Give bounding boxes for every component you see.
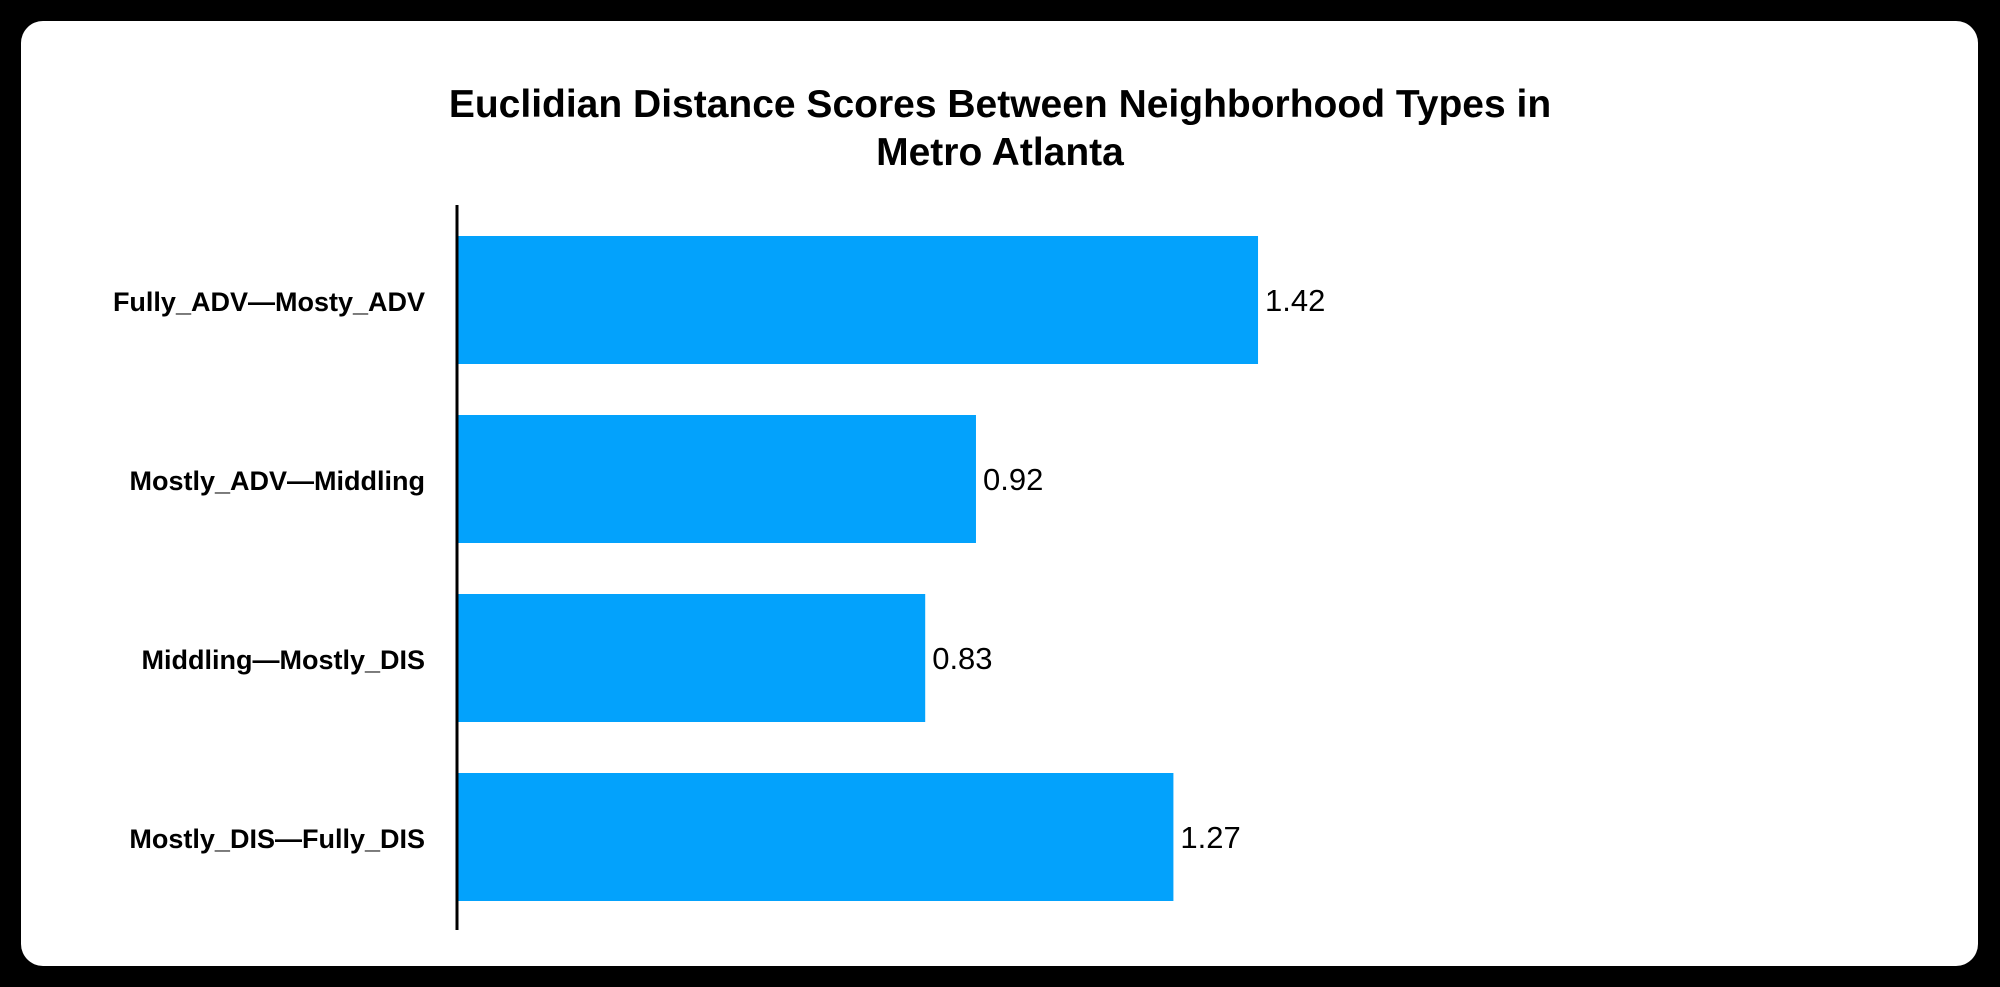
bar-2 bbox=[457, 415, 976, 543]
chart-title-line-2: Metro Atlanta bbox=[876, 131, 1124, 174]
chart-title: Euclidian Distance Scores Between Neighb… bbox=[21, 81, 1978, 177]
bar-1 bbox=[457, 236, 1259, 364]
category-label-3: Middling—Mostly_DIS bbox=[142, 645, 426, 675]
category-label-4: Mostly_DIS—Fully_DIS bbox=[129, 824, 425, 854]
chart-title-line-1: Euclidian Distance Scores Between Neighb… bbox=[448, 83, 1552, 126]
category-label-2: Mostly_ADV—Middling bbox=[130, 466, 426, 496]
value-label-3: 0.83 bbox=[932, 641, 992, 676]
category-label-1: Fully_ADV—Mosty_ADV bbox=[113, 287, 425, 317]
value-label-4: 1.27 bbox=[1180, 820, 1240, 855]
value-label-1: 1.42 bbox=[1265, 283, 1325, 318]
bar-4 bbox=[457, 773, 1174, 901]
bar-3 bbox=[457, 594, 926, 722]
value-label-2: 0.92 bbox=[983, 462, 1043, 497]
